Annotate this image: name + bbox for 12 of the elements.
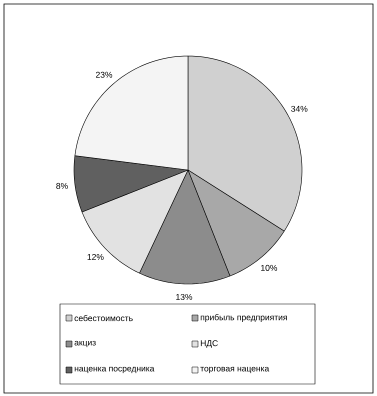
legend-label: наценка посредника xyxy=(74,366,154,374)
legend-label: прибыль предприятия xyxy=(200,314,287,322)
data-label: 13% xyxy=(176,294,192,300)
data-label: 12% xyxy=(88,254,104,260)
data-label: 8% xyxy=(56,182,68,189)
data-label: 23% xyxy=(96,72,112,78)
data-label: 10% xyxy=(261,264,278,271)
legend-label: торговая наценка xyxy=(200,366,270,374)
data-label: 34% xyxy=(291,106,308,112)
legend-label: НДС xyxy=(200,340,218,348)
legend-label: акциз xyxy=(74,340,96,348)
legend-label: себестоимость xyxy=(74,314,133,322)
